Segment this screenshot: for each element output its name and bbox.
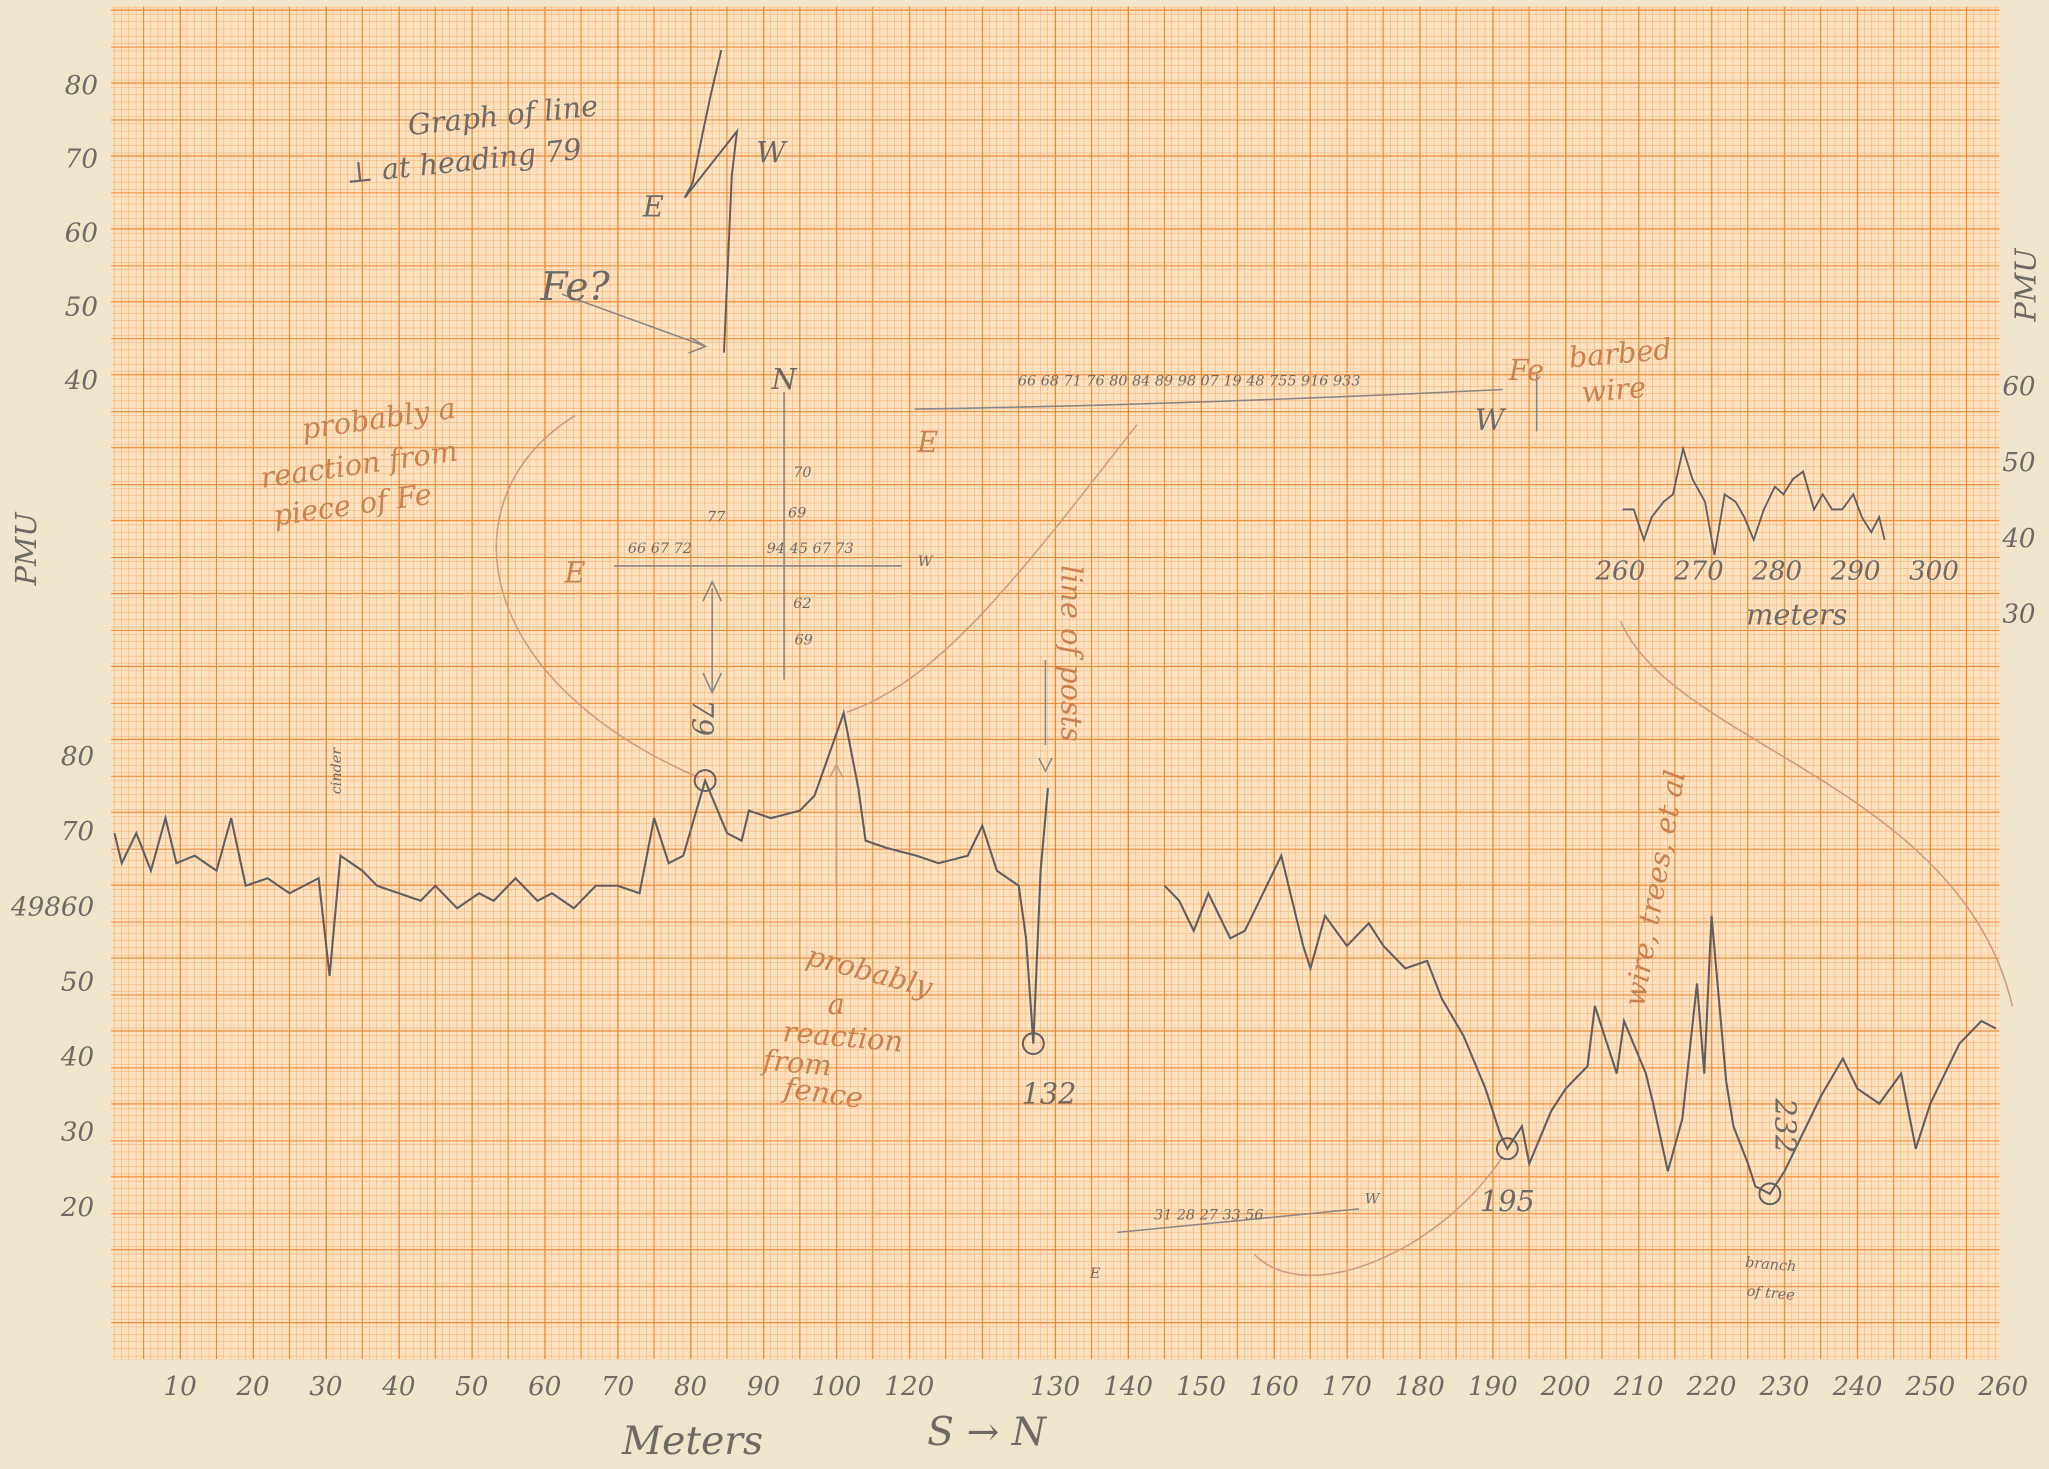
x-tick-label: 240 <box>1831 1372 1882 1402</box>
annotation: 62 <box>793 596 811 612</box>
inset-label: Fe? <box>539 265 610 310</box>
x-tick-label: 20 <box>235 1372 269 1402</box>
y-tick-label: 20 <box>60 1193 94 1223</box>
y-tick-label: 50 <box>2002 448 2035 478</box>
y-tick-label: 70 <box>65 145 98 175</box>
annotation: 69 <box>795 632 813 648</box>
inset-label: E <box>642 190 664 224</box>
x-tick-label: 270 <box>1673 556 1724 586</box>
annotation: E <box>563 556 585 590</box>
annotation: E <box>1089 1266 1101 1282</box>
annotation: 94 45 67 73 <box>767 541 854 557</box>
y-tick-label: 40 <box>60 1043 94 1073</box>
annotation: 66 68 71 76 80 84 89 98 07 19 48 755 916… <box>1018 374 1361 390</box>
chart: 10 20 30 40 50 60 70 80 90 100 120 130 140 150 160 170 1… <box>0 0 2049 1469</box>
x-tick-label: 10 <box>163 1372 196 1402</box>
y-tick-label: 80 <box>61 742 94 772</box>
x-tick-label: 260 <box>1977 1372 2028 1402</box>
annotation: W <box>1475 403 1507 437</box>
x-tick-label: 250 <box>1904 1372 1955 1402</box>
annotation: a <box>828 987 845 1021</box>
x-axis-label: meters <box>1746 597 1847 631</box>
y-tick-label: 50 <box>61 967 94 997</box>
x-tick-label: 30 <box>309 1372 342 1402</box>
annotation: W <box>918 554 934 570</box>
x-tick-label: 130 <box>1030 1372 1080 1402</box>
annotation: 31 28 27 33 56 <box>1154 1207 1264 1223</box>
inset-label: W <box>756 135 788 169</box>
annotation: 66 67 72 <box>628 541 692 557</box>
y-tick-label: 60 <box>65 219 98 249</box>
point-label: 132 <box>1022 1076 1077 1110</box>
point-label: 195 <box>1480 1184 1535 1218</box>
x-tick-label: 120 <box>884 1372 934 1402</box>
y-tick-label: 30 <box>61 1118 94 1148</box>
annotation: N <box>770 362 797 396</box>
annotation: 69 <box>788 506 806 522</box>
x-tick-label: 150 <box>1176 1372 1226 1402</box>
x-tick-label: 140 <box>1103 1372 1153 1402</box>
annotation: Fe <box>1508 353 1544 387</box>
x-tick-label: 160 <box>1249 1372 1299 1402</box>
y-axis-label: PMU <box>9 512 43 587</box>
point-label: 232 <box>1768 1097 1802 1153</box>
annotation: W <box>1365 1192 1381 1208</box>
annotation: 70 <box>793 465 811 481</box>
x-tick-label: 170 <box>1322 1372 1372 1402</box>
x-tick-label: 230 <box>1759 1372 1810 1402</box>
y-tick-label: 49860 <box>10 892 94 922</box>
x-tick-label: 180 <box>1395 1372 1445 1402</box>
annotation: wire <box>1580 370 1647 409</box>
x-tick-label: 100 <box>811 1372 861 1402</box>
page: {"chart_data": [ {"type": "line", "x_lab… <box>0 0 2049 1469</box>
y-tick-label: 40 <box>64 366 98 396</box>
annotation: cinder <box>329 747 345 795</box>
x-tick-label: 40 <box>381 1372 415 1402</box>
x-tick-label: 220 <box>1686 1372 1737 1402</box>
x-axis-label: Meters <box>621 1419 763 1464</box>
x-tick-label: 90 <box>747 1372 780 1402</box>
y-tick-label: 70 <box>61 817 94 847</box>
x-tick-label: 260 <box>1594 556 1645 586</box>
y-tick-label: 30 <box>2002 600 2035 630</box>
direction-label: S → N <box>927 1410 1048 1455</box>
x-tick-label: 50 <box>455 1372 488 1402</box>
x-tick-label: 190 <box>1468 1372 1518 1402</box>
x-tick-label: 300 <box>1909 556 1959 586</box>
annotation: line of posts <box>1054 565 1088 742</box>
y-tick-label: 40 <box>2001 524 2035 554</box>
x-tick-label: 60 <box>528 1372 561 1402</box>
x-tick-label: 210 <box>1613 1372 1664 1402</box>
annotation: 77 <box>707 510 726 526</box>
x-tick-label: 280 <box>1751 556 1802 586</box>
annotation: E <box>916 425 938 459</box>
y-axis-label: PMU <box>2009 248 2043 323</box>
y-tick-label: 80 <box>65 71 98 101</box>
point-label: 79 <box>685 700 719 737</box>
y-tick-label: 50 <box>65 292 98 322</box>
x-tick-label: 70 <box>601 1372 634 1402</box>
x-tick-label: 200 <box>1540 1372 1591 1402</box>
y-tick-label: 60 <box>2002 372 2035 402</box>
x-tick-label: 80 <box>674 1372 707 1402</box>
x-tick-label: 290 <box>1830 556 1881 586</box>
